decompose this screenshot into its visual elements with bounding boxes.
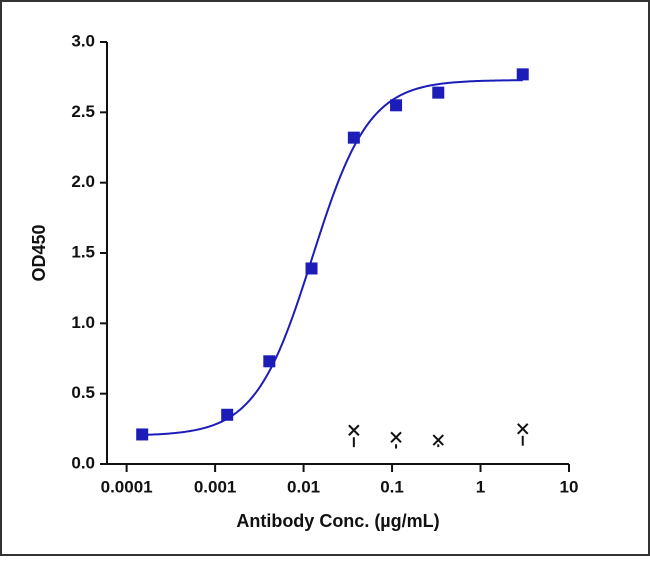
data-point <box>263 355 276 368</box>
x-tick-label: 0.1 <box>380 477 404 496</box>
x-tick-label: 0.0001 <box>101 477 153 496</box>
data-point <box>516 68 529 81</box>
x-tick-label: 0.01 <box>287 477 320 496</box>
y-tick-label: 2.0 <box>71 172 95 191</box>
data-point <box>432 86 445 99</box>
x-axis-label: Antibody Conc. (µg/mL) <box>236 511 439 531</box>
x-tick-label: 10 <box>560 477 579 496</box>
data-point <box>136 428 149 441</box>
y-tick-label: 2.5 <box>71 102 95 121</box>
data-point <box>517 423 529 435</box>
x-tick-label: 0.001 <box>194 477 237 496</box>
data-point <box>390 431 402 443</box>
fit-curve <box>142 79 523 436</box>
data-point <box>347 131 360 144</box>
x-tick-label: 1 <box>476 477 485 496</box>
y-tick-label: 0.5 <box>71 383 95 402</box>
data-point <box>432 434 444 446</box>
data-point <box>221 408 234 421</box>
data-point <box>348 424 360 436</box>
data-point <box>390 99 403 112</box>
y-axis-label: OD450 <box>29 224 49 281</box>
y-tick-label: 3.0 <box>71 31 95 50</box>
y-tick-label: 1.5 <box>71 242 95 261</box>
data-point <box>305 262 318 275</box>
y-tick-label: 1.0 <box>71 313 95 332</box>
y-tick-label: 0.0 <box>71 453 95 472</box>
